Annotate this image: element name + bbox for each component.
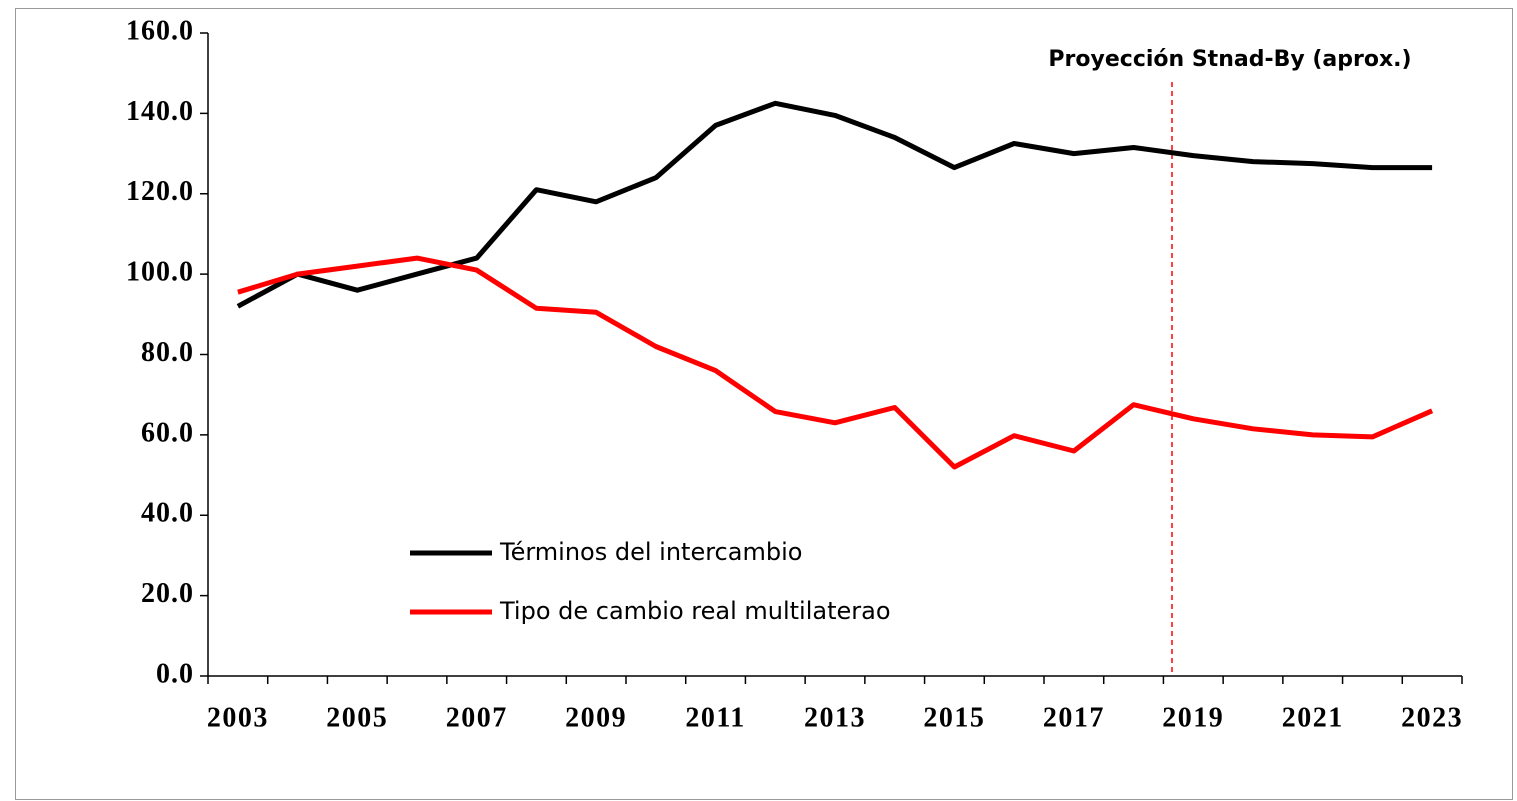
legend-label: Términos del intercambio xyxy=(499,538,802,566)
annotation: Proyección Stnad-By (aprox.) xyxy=(1048,47,1411,72)
legend-label: Tipo de cambio real multilaterao xyxy=(499,597,891,625)
series-line xyxy=(236,100,1433,309)
x-tick-label: 2017 xyxy=(1043,702,1105,733)
series-line xyxy=(237,255,1434,470)
y-tick-label: 120.0 xyxy=(126,176,194,207)
x-tick-label: 2007 xyxy=(446,702,508,733)
y-tick-label: 100.0 xyxy=(126,257,194,288)
x-tick-label: 2003 xyxy=(207,702,269,733)
x-tick-label: 2005 xyxy=(326,702,388,733)
y-tick-label: 20.0 xyxy=(141,578,194,609)
x-tick-label: 2021 xyxy=(1282,702,1344,733)
x-tick-label: 2019 xyxy=(1162,702,1224,733)
y-tick-label: 80.0 xyxy=(141,337,194,368)
x-tick-label: 2015 xyxy=(923,702,985,733)
y-tick-label: 0.0 xyxy=(156,658,194,689)
y-tick-label: 40.0 xyxy=(141,498,194,529)
y-tick-label: 60.0 xyxy=(141,417,194,448)
x-tick-label: 2013 xyxy=(804,702,866,733)
y-tick-label: 140.0 xyxy=(126,96,194,127)
y-tick-label: 160.0 xyxy=(126,15,194,46)
x-tick-label: 2011 xyxy=(685,702,745,733)
x-tick-label: 2009 xyxy=(565,702,627,733)
x-tick-label: 2023 xyxy=(1401,702,1463,733)
